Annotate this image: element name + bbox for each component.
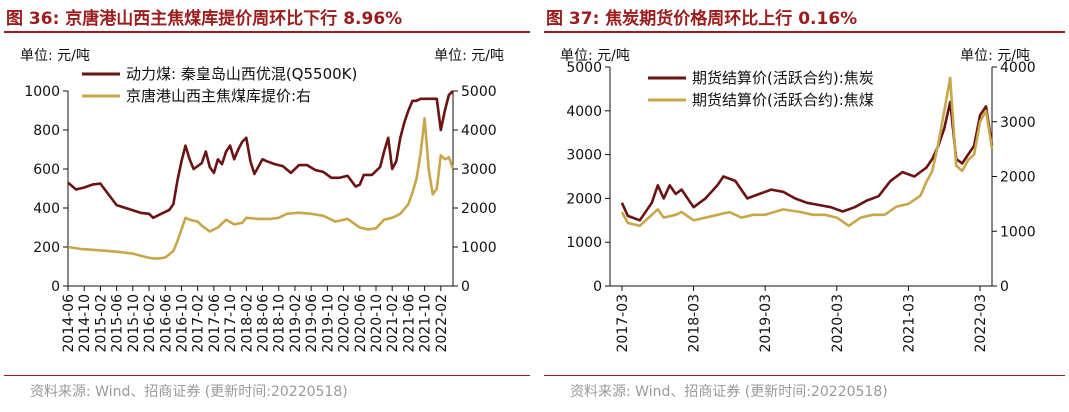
chart-title: 图 37: 焦炭期货价格周环比上行 0.16% <box>546 9 858 29</box>
y-tick-label-left: 5000 <box>566 60 602 76</box>
x-tick-label: 2019-03 <box>758 294 774 353</box>
title-rule <box>4 31 530 33</box>
x-tick-label: 2018-03 <box>687 294 703 353</box>
y-tick-label-right: 5000 <box>461 84 497 100</box>
y-tick-label-right: 2000 <box>461 201 497 217</box>
source-rule <box>4 375 530 376</box>
y-tick-label-left: 800 <box>33 123 60 139</box>
legend-label: 动力煤: 秦皇岛山西优混(Q5500K) <box>126 65 357 83</box>
y-tick-label-right: 3000 <box>461 162 497 178</box>
x-tick-label: 2019-06 <box>304 294 320 353</box>
x-tick-label: 2015-02 <box>93 294 109 353</box>
series-line-1 <box>620 100 994 222</box>
y-tick-label-left: 0 <box>593 279 602 295</box>
x-tick-label: 2022-02 <box>434 294 450 353</box>
legend-label: 京唐港山西主焦煤库提价:右 <box>126 87 311 105</box>
y-tick-label-right: 1000 <box>1000 224 1036 240</box>
x-tick-label: 2021-02 <box>385 294 401 353</box>
y-unit-right: 单位: 元/吨 <box>960 48 1030 64</box>
x-tick-label: 2021-10 <box>418 294 434 353</box>
source-rule <box>544 375 1065 376</box>
x-tick-label: 2014-06 <box>61 294 77 353</box>
y-tick-label-left: 2000 <box>566 191 602 207</box>
y-tick-label-left: 1000 <box>566 235 602 251</box>
x-tick-label: 2018-06 <box>256 294 272 353</box>
x-tick-label: 2020-06 <box>353 294 369 353</box>
chart-panel-left: 图 36: 京唐港山西主焦煤库提价周环比下行 8.96% 单位: 元/吨 单位: … <box>0 0 534 412</box>
y-tick-label-left: 4000 <box>566 104 602 120</box>
x-tick-label: 2016-02 <box>142 294 158 353</box>
x-tick-label: 2017-02 <box>191 294 207 353</box>
y-tick-label-left: 1000 <box>24 84 60 100</box>
x-tick-label: 2018-10 <box>272 294 288 353</box>
y-tick-label-right: 2000 <box>1000 170 1036 186</box>
x-tick-label: 2019-02 <box>288 294 304 353</box>
y-tick-label-right: 0 <box>461 279 470 295</box>
y-unit-right: 单位: 元/吨 <box>434 48 504 64</box>
title-rule <box>544 31 1065 33</box>
x-tick-label: 2016-06 <box>158 294 174 353</box>
x-tick-label: 2021-06 <box>401 294 417 353</box>
line-chart-right: 单位: 元/吨 单位: 元/吨 0 1000 2000 3000 4000 5000 0 1000… <box>560 48 1036 353</box>
y-tick-label-right: 1000 <box>461 240 497 256</box>
y-tick-label-right: 0 <box>1000 279 1009 295</box>
y-tick-label-right: 4000 <box>1000 60 1036 76</box>
chart-panel-right: 图 37: 焦炭期货价格周环比上行 0.16% 单位: 元/吨 单位: 元/吨 0 1… <box>540 0 1069 412</box>
x-tick-label: 2021-03 <box>901 294 917 353</box>
x-tick-label: 2017-03 <box>615 294 631 353</box>
x-tick-label: 2020-02 <box>337 294 353 353</box>
y-tick-label-left: 200 <box>33 240 60 256</box>
series-line-2 <box>67 117 455 260</box>
source-note: 资料来源: Wind、招商证券 (更新时间:20220518) <box>570 384 888 400</box>
x-tick-label: 2015-06 <box>110 294 126 353</box>
legend-label: 期货结算价(活跃合约):焦炭 <box>692 69 874 87</box>
y-tick-label-right: 3000 <box>1000 115 1036 131</box>
y-tick-label-left: 0 <box>51 279 60 295</box>
series-line-1 <box>67 90 454 220</box>
y-tick-label-left: 600 <box>33 162 60 178</box>
x-tick-label: 2020-03 <box>830 294 846 353</box>
y-tick-label-right: 4000 <box>461 123 497 139</box>
y-unit-left: 单位: 元/吨 <box>20 48 90 64</box>
x-tick-label: 2017-06 <box>207 294 223 353</box>
x-tick-label: 2015-10 <box>126 294 142 353</box>
y-tick-label-left: 400 <box>33 201 60 217</box>
x-tick-label: 2014-10 <box>77 294 93 353</box>
x-tick-label: 2017-10 <box>223 294 239 353</box>
x-tick-label: 2019-10 <box>320 294 336 353</box>
x-tick-label: 2018-02 <box>239 294 255 353</box>
x-tick-label: 2022-03 <box>973 294 989 353</box>
y-tick-label-left: 3000 <box>566 148 602 164</box>
source-note: 资料来源: Wind、招商证券 (更新时间:20220518) <box>30 384 348 400</box>
y-unit-left: 单位: 元/吨 <box>560 48 630 64</box>
line-chart-left: 单位: 元/吨 单位: 元/吨 0 200 400 600 800 1000 0 1000 2000… <box>20 48 504 353</box>
x-tick-label: 2016-10 <box>174 294 190 353</box>
legend-label: 期货结算价(活跃合约):焦煤 <box>692 91 874 109</box>
chart-title: 图 36: 京唐港山西主焦煤库提价周环比下行 8.96% <box>6 9 403 29</box>
series-line-2 <box>620 76 994 228</box>
x-tick-label: 2020-10 <box>369 294 385 353</box>
